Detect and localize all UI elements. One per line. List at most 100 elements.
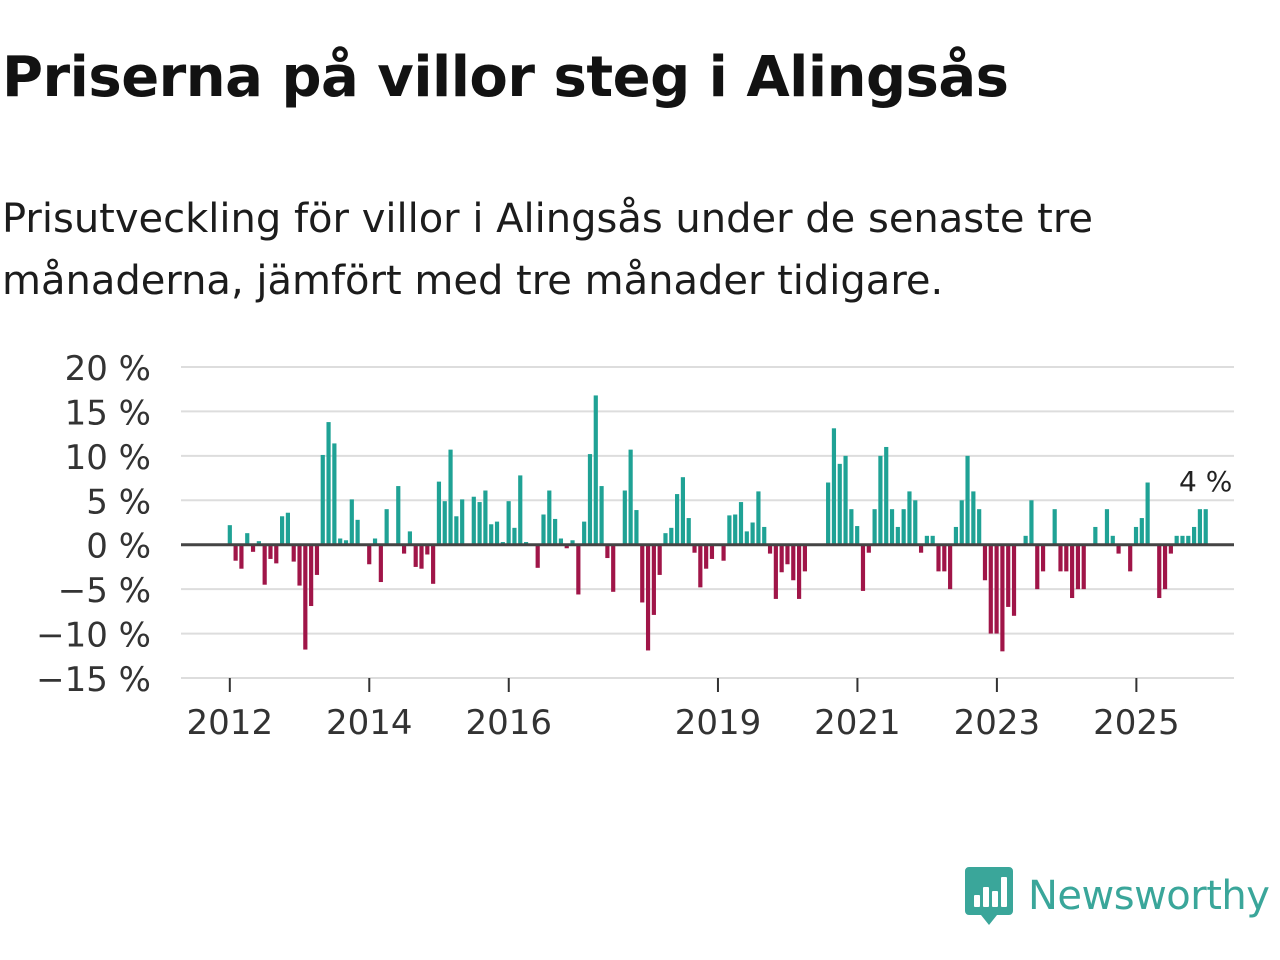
bar-positive [280,516,285,545]
bar-positive [518,475,523,545]
bar-negative [291,544,296,562]
bar-positive [634,510,639,545]
bar-positive [599,486,604,545]
bar-negative [860,544,866,591]
bar-negative [982,544,988,581]
bar-positive [738,502,744,545]
bar-negative [773,544,778,599]
x-tick-label: 2014 [326,703,413,743]
bar-positive [1197,509,1202,545]
bar-positive [553,518,558,545]
bar-negative [709,544,715,559]
bar-positive [855,526,860,545]
bar-negative [233,544,238,561]
bar-positive [593,395,598,545]
bar-positive [1052,509,1057,545]
bar-negative [1011,544,1017,616]
bar-positive [889,509,895,545]
bar-positive [343,540,349,545]
bar-positive [1023,535,1028,545]
bar-positive [494,521,500,545]
bar-negative [1006,544,1011,607]
bar-negative [1128,544,1133,572]
bar-negative [1000,544,1005,652]
bar-positive [1029,500,1034,545]
bar-negative [1070,544,1075,599]
bar-negative [645,544,651,651]
bar-negative [704,544,709,569]
bar-positive [384,509,389,545]
chart-title: Priserna på villor steg i Alingsås [2,45,1009,110]
bar-negative [564,544,569,549]
bars [227,395,1208,652]
bar-positive [355,519,360,545]
x-tick-label: 2025 [1093,703,1180,743]
bar-negative [1075,544,1081,590]
bar-negative [698,544,703,588]
x-tick-label: 2016 [465,703,552,743]
bar-positive [930,535,935,545]
bar-positive [442,501,447,545]
bar-positive [396,486,401,545]
y-tick-label: −15 % [36,660,151,700]
bar-negative [268,544,273,559]
bar-negative [250,544,256,552]
bar-positive [965,455,970,545]
bar-negative [303,544,308,650]
bar-positive [512,527,517,545]
newsworthy-wordmark: Newsworthy [1028,873,1270,919]
bar-positive [256,541,261,545]
bar-negative [767,544,773,554]
bar-positive [1174,535,1179,545]
bar-positive [245,533,250,545]
y-tick-label: 20 % [65,349,151,389]
bar-positive [669,527,674,545]
bar-positive [837,463,842,545]
labels: 20 %15 % 10 %5 % 0 %−5 % −10 %−15 % 2012 2014… [36,349,1232,743]
bar-negative [791,544,796,581]
newsworthy-logo-icon [965,867,1013,925]
bar-positive [849,509,854,545]
bar-positive [733,514,738,545]
bar-positive [959,500,964,545]
bar-negative [1081,544,1086,590]
bar-negative [314,544,320,575]
bar-positive [349,499,354,545]
bar-positive [587,454,593,545]
bar-positive [907,491,912,545]
bar-negative [1035,544,1040,590]
bar-negative [309,544,314,607]
y-tick-label: 0 % [86,527,151,567]
bar-negative [1162,544,1168,590]
bar-positive [750,522,755,545]
bar-positive [878,455,883,545]
bar-positive [675,494,680,545]
bar-positive [547,490,552,545]
bar-positive [570,540,575,545]
bar-negative [866,544,871,553]
axes [181,543,1234,692]
bar-positive [1093,526,1098,545]
bar-negative [239,544,244,569]
bar-positive [843,455,848,545]
bar-positive [1104,509,1110,545]
bar-positive [686,518,691,545]
bar-negative [1116,544,1121,554]
bar-negative [297,544,302,586]
bar-positive [1192,526,1197,545]
newsworthy-logo[interactable]: Newsworthy [964,864,1270,928]
bar-positive [756,491,761,545]
bar-negative [576,544,581,595]
bar-negative [802,544,807,572]
bar-positive [1203,509,1208,545]
bar-positive [227,525,232,545]
bar-positive [826,482,831,545]
bar-positive [506,501,511,545]
bar-negative [425,544,430,555]
bar-negative [378,544,383,583]
bar-negative [640,544,645,603]
bar-positive [895,526,900,545]
bar-positive [727,515,732,545]
bar-positive [1186,535,1191,545]
bar-negative [994,544,999,634]
